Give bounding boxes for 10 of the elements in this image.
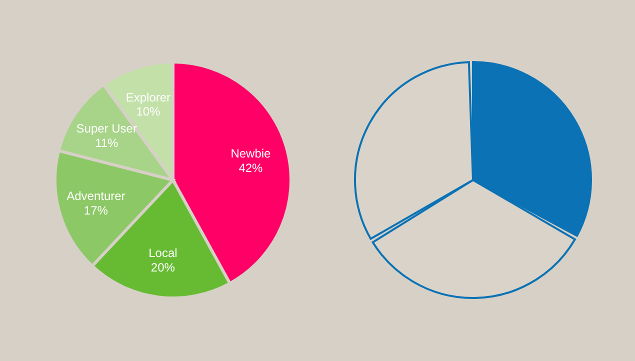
- slice-label: Explorer: [126, 90, 171, 104]
- data-label: 42%: [238, 161, 264, 176]
- slice-label: Newbie: [230, 146, 272, 161]
- data-label: 17%: [84, 203, 108, 218]
- data-label: 10%: [136, 104, 161, 119]
- slice-label: Super User: [76, 122, 137, 136]
- data-label: 20%: [150, 260, 176, 275]
- slice-label: Local: [148, 246, 178, 260]
- slice-label: Adventurer: [66, 188, 126, 203]
- data-label: 11%: [95, 136, 119, 150]
